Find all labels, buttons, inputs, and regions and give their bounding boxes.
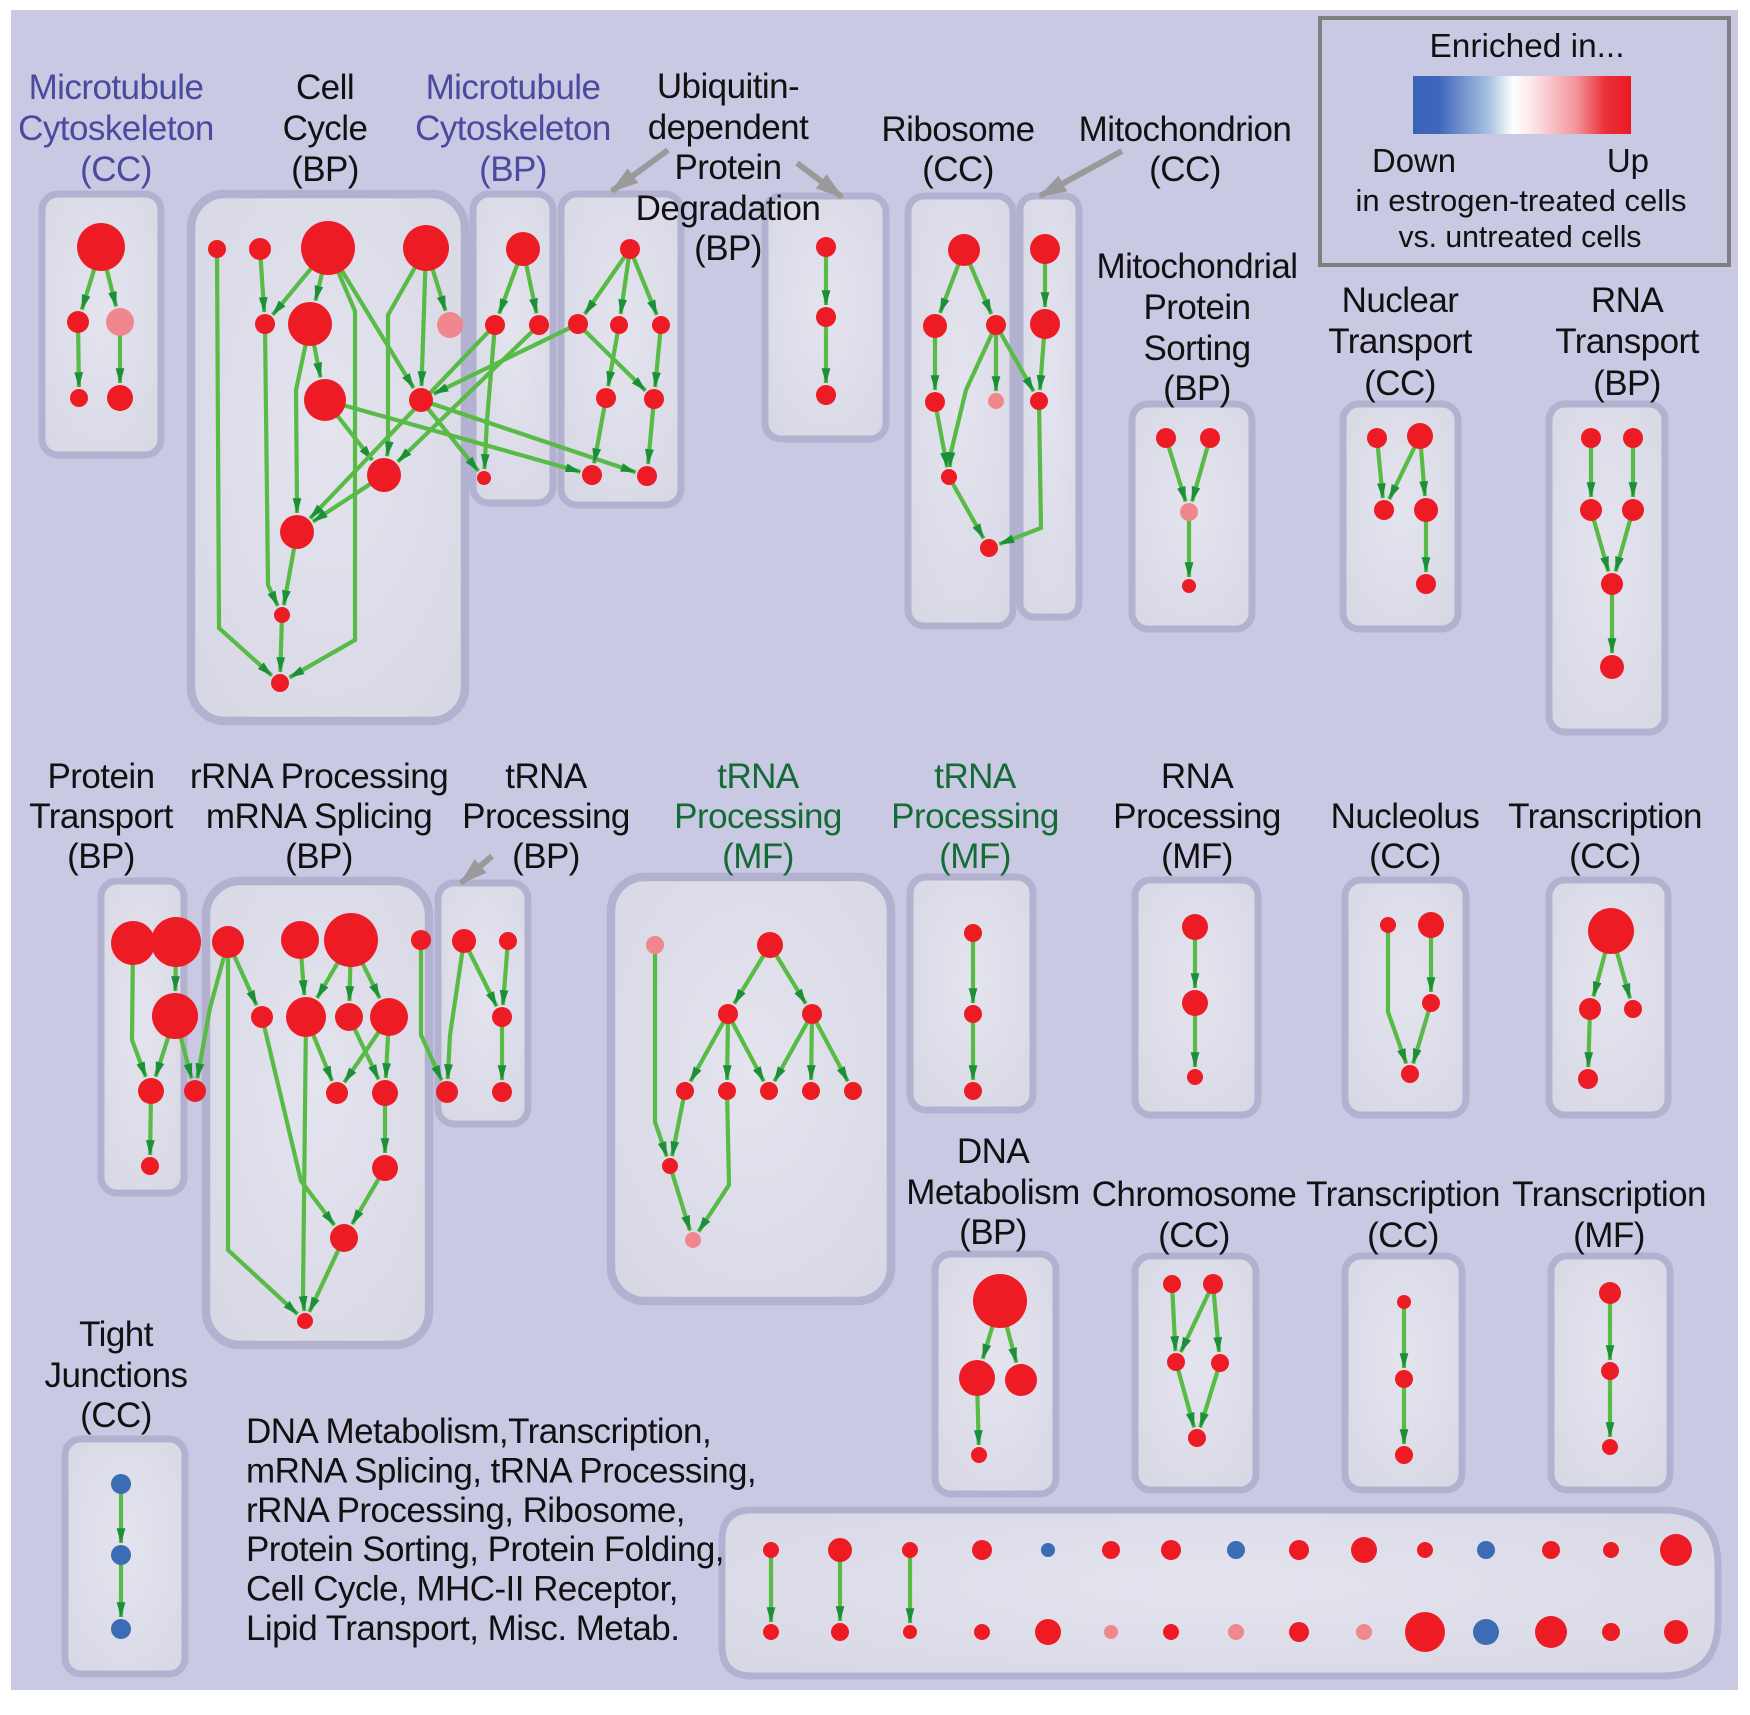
svg-text:rRNA Processing, Ribosome,: rRNA Processing, Ribosome, xyxy=(246,1491,685,1530)
svg-text:(MF): (MF) xyxy=(1573,1216,1645,1255)
svg-text:Lipid Transport, Misc. Metab.: Lipid Transport, Misc. Metab. xyxy=(246,1609,679,1648)
svg-text:(MF): (MF) xyxy=(722,837,794,876)
svg-text:Metabolism: Metabolism xyxy=(906,1173,1079,1212)
svg-text:(CC): (CC) xyxy=(1569,837,1641,876)
svg-text:tRNA: tRNA xyxy=(505,757,588,796)
svg-text:Degradation: Degradation xyxy=(636,189,821,228)
svg-text:(BP): (BP) xyxy=(694,229,762,268)
svg-text:(BP): (BP) xyxy=(1593,364,1661,403)
svg-text:Up: Up xyxy=(1607,142,1649,179)
svg-text:RNA: RNA xyxy=(1591,281,1664,320)
svg-text:tRNA: tRNA xyxy=(717,757,800,796)
svg-text:dependent: dependent xyxy=(648,108,809,147)
svg-text:(BP): (BP) xyxy=(1163,369,1231,408)
svg-text:mRNA Splicing, tRNA Processing: mRNA Splicing, tRNA Processing, xyxy=(246,1451,756,1490)
svg-text:(CC): (CC) xyxy=(80,1396,152,1435)
svg-text:Enriched in...: Enriched in... xyxy=(1430,27,1625,64)
svg-text:(MF): (MF) xyxy=(1161,837,1233,876)
svg-text:Cell Cycle, MHC-II Receptor,: Cell Cycle, MHC-II Receptor, xyxy=(246,1570,678,1609)
svg-text:Nucleolus: Nucleolus xyxy=(1331,797,1480,836)
svg-text:(CC): (CC) xyxy=(1364,364,1436,403)
svg-text:(BP): (BP) xyxy=(479,150,547,189)
svg-text:(CC): (CC) xyxy=(1369,837,1441,876)
svg-text:Mitochondrial: Mitochondrial xyxy=(1096,247,1297,286)
svg-text:Cytoskeleton: Cytoskeleton xyxy=(18,109,214,148)
svg-text:(MF): (MF) xyxy=(939,837,1011,876)
svg-text:mRNA Splicing: mRNA Splicing xyxy=(206,797,432,836)
svg-text:in estrogen-treated cells: in estrogen-treated cells xyxy=(1356,183,1687,218)
svg-text:Junctions: Junctions xyxy=(45,1356,188,1395)
svg-text:(BP): (BP) xyxy=(291,150,359,189)
svg-text:Microtubule: Microtubule xyxy=(426,68,601,107)
svg-text:Transcription: Transcription xyxy=(1508,797,1702,836)
svg-text:Microtubule: Microtubule xyxy=(29,68,204,107)
svg-text:(BP): (BP) xyxy=(285,837,353,876)
svg-text:(CC): (CC) xyxy=(80,150,152,189)
svg-text:(BP): (BP) xyxy=(512,837,580,876)
svg-text:(CC): (CC) xyxy=(1158,1216,1230,1255)
svg-text:vs. untreated cells: vs. untreated cells xyxy=(1399,219,1642,254)
svg-text:Ubiquitin-: Ubiquitin- xyxy=(657,67,799,106)
svg-text:Processing: Processing xyxy=(462,797,630,836)
svg-text:rRNA Processing: rRNA Processing xyxy=(190,757,448,796)
svg-text:(CC): (CC) xyxy=(1149,150,1221,189)
svg-text:Cycle: Cycle xyxy=(283,109,368,148)
svg-text:Ribosome: Ribosome xyxy=(881,110,1034,149)
svg-text:Protein Sorting, Protein Foldi: Protein Sorting, Protein Folding, xyxy=(246,1530,724,1569)
svg-text:RNA: RNA xyxy=(1161,757,1234,796)
svg-text:Sorting: Sorting xyxy=(1143,329,1250,368)
svg-text:Processing: Processing xyxy=(1113,797,1281,836)
svg-text:Processing: Processing xyxy=(674,797,842,836)
svg-text:Protein: Protein xyxy=(1143,288,1250,327)
svg-text:(BP): (BP) xyxy=(959,1213,1027,1252)
svg-text:Transport: Transport xyxy=(1328,322,1472,361)
svg-text:(BP): (BP) xyxy=(67,837,135,876)
svg-text:DNA Metabolism,Transcription,: DNA Metabolism,Transcription, xyxy=(246,1412,711,1451)
svg-text:Nuclear: Nuclear xyxy=(1342,281,1460,320)
svg-text:Transcription: Transcription xyxy=(1306,1175,1500,1214)
svg-text:Chromosome: Chromosome xyxy=(1092,1175,1297,1214)
svg-text:(CC): (CC) xyxy=(922,150,994,189)
svg-text:Transport: Transport xyxy=(29,797,173,836)
svg-text:Protein: Protein xyxy=(674,148,781,187)
svg-text:(CC): (CC) xyxy=(1367,1216,1439,1255)
svg-text:Down: Down xyxy=(1372,142,1456,179)
svg-text:Tight: Tight xyxy=(79,1315,154,1354)
svg-text:Protein: Protein xyxy=(47,757,154,796)
svg-text:Cytoskeleton: Cytoskeleton xyxy=(415,109,611,148)
svg-text:Mitochondrion: Mitochondrion xyxy=(1079,110,1292,149)
svg-text:Cell: Cell xyxy=(296,68,354,107)
svg-text:tRNA: tRNA xyxy=(934,757,1017,796)
svg-text:DNA: DNA xyxy=(957,1132,1030,1171)
svg-text:Processing: Processing xyxy=(891,797,1059,836)
svg-text:Transcription: Transcription xyxy=(1512,1175,1706,1214)
svg-text:Transport: Transport xyxy=(1555,322,1699,361)
